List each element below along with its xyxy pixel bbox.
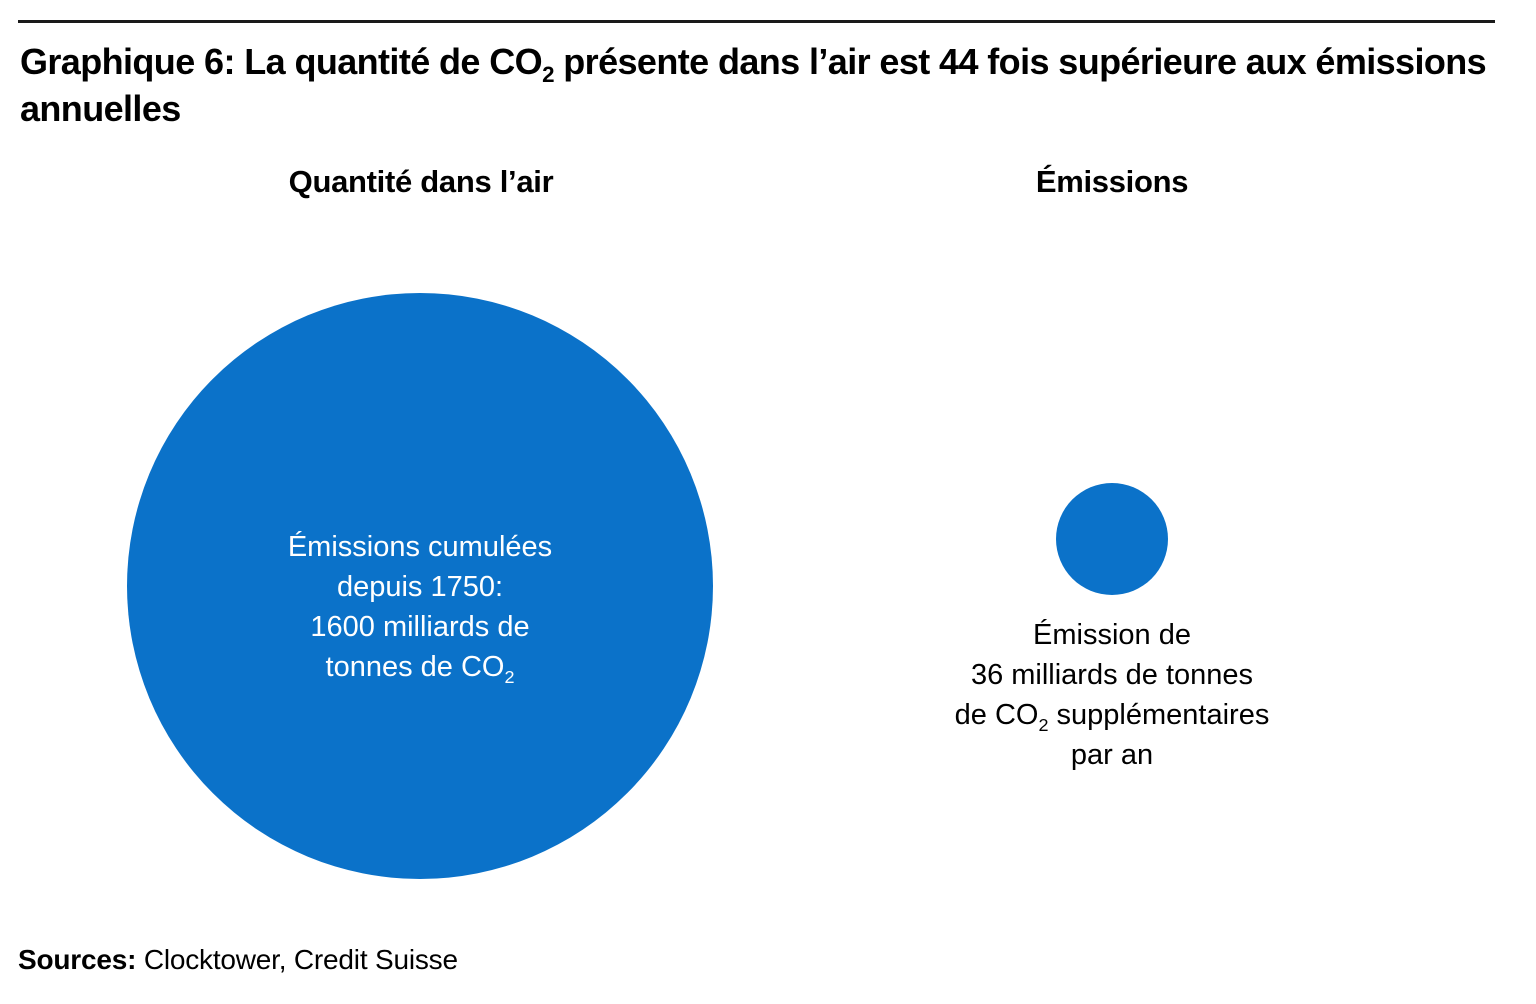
column-header-emissions: Émissions <box>1035 164 1189 199</box>
cumulative-co2-bubble: Émissions cumulées depuis 1750: 1600 mil… <box>127 293 713 879</box>
figure-title-prefix: Graphique 6: La quantité de CO <box>20 41 543 82</box>
co2-subscript: 2 <box>504 666 515 687</box>
sources-text: Clocktower, Credit Suisse <box>136 944 458 975</box>
bubble-label-line: depuis 1750: <box>336 571 504 603</box>
column-header-air: Quantité dans l’air <box>288 164 554 199</box>
co2-subscript: 2 <box>1038 714 1049 735</box>
annual-emissions-label: Émission de 36 milliards de tonnes de CO… <box>862 615 1362 775</box>
cumulative-co2-bubble-label: Émissions cumulées depuis 1750: 1600 mil… <box>127 527 713 687</box>
figure-title-suffix: présente dans l’air est 44 fois supérieu… <box>20 41 1487 129</box>
annual-emissions-bubble <box>1056 483 1168 595</box>
sources-label: Sources: <box>18 944 137 975</box>
figure-title: Graphique 6: La quantité de CO2 présente… <box>20 38 1512 132</box>
bubble-label-line: 36 milliards de tonnes <box>970 659 1254 691</box>
bubble-label-line: de CO2 supplémentaires <box>954 699 1270 735</box>
bubble-label-line: Émission de <box>1033 619 1191 651</box>
bubble-label-line: tonnes de CO2 <box>325 651 515 687</box>
co2-subscript: 2 <box>542 62 554 88</box>
sources-line: Sources: Clocktower, Credit Suisse <box>18 944 458 976</box>
bubble-label-line: Émissions cumulées <box>287 531 553 563</box>
bubble-label-line: 1600 milliards de <box>310 611 530 643</box>
bubble-label-line: par an <box>1070 739 1154 771</box>
top-rule <box>18 20 1495 23</box>
